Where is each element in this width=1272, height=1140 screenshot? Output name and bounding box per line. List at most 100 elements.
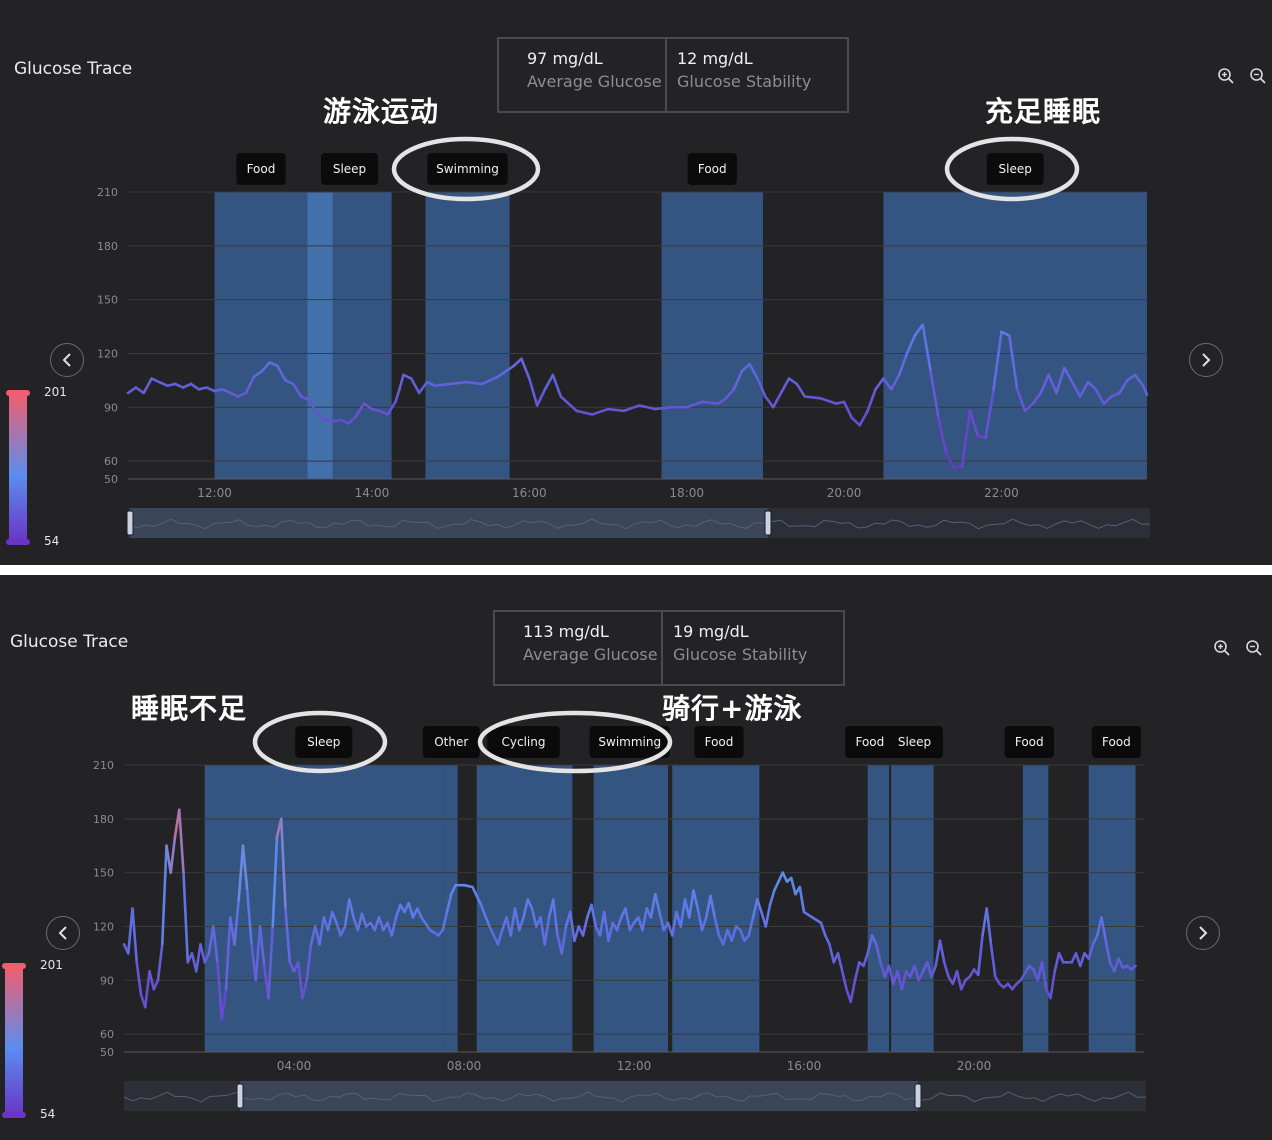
activity-band-food[interactable]	[867, 765, 889, 1052]
glucose-line-segment	[331, 418, 342, 423]
glucose-line-segment	[866, 388, 877, 413]
y-tick-label: 120	[93, 920, 114, 933]
glucose-line-segment	[449, 883, 457, 896]
next-button[interactable]	[1189, 343, 1223, 377]
glucose-stability-label: Glucose Stability	[677, 72, 812, 91]
activity-tag-food[interactable]: Food	[1004, 726, 1054, 758]
glucose-line-segment	[143, 969, 151, 1009]
svg-text:Swimming: Swimming	[598, 735, 661, 749]
glucose-line-segment	[828, 943, 836, 964]
glucose-line-segment	[874, 943, 882, 964]
glucose-line-segment	[233, 898, 241, 946]
svg-text:Sleep: Sleep	[999, 162, 1032, 176]
svg-text:Other: Other	[434, 735, 468, 749]
glucose-line-segment	[299, 395, 311, 402]
x-tick-label: 14:00	[355, 486, 390, 500]
glucose-line-segment	[213, 388, 224, 393]
activity-tag-swimming[interactable]: Swimming	[589, 726, 670, 758]
glucose-line-segment	[1019, 971, 1027, 982]
glucose-line-segment	[296, 961, 304, 1000]
activity-tag-food[interactable]: Food	[694, 726, 744, 758]
glucose-line-segment	[1100, 916, 1108, 943]
x-tick-label: 20:00	[827, 486, 862, 500]
activity-tag-sleep[interactable]: Sleep	[321, 153, 379, 185]
x-tick-label: 16:00	[512, 486, 547, 500]
glucose-line-segment	[415, 907, 423, 919]
glucose-line-segment	[653, 405, 673, 411]
glucose-line-segment	[573, 925, 581, 943]
activity-band-food[interactable]	[1022, 765, 1049, 1052]
glucose-line-segment	[417, 380, 429, 395]
activity-band-food[interactable]	[661, 192, 764, 479]
stats-box: 97 mg/dL Average Glucose 12 mg/dL Glucos…	[497, 37, 849, 113]
activity-tag-cycling[interactable]: Cycling	[487, 726, 560, 758]
glucose-stability-value: 19 mg/dL	[673, 622, 749, 641]
glucose-line-segment	[984, 388, 995, 440]
glucose-line-segment	[301, 978, 309, 1000]
glucose-line-segment	[1104, 939, 1112, 964]
next-button[interactable]	[1186, 916, 1220, 950]
prev-button[interactable]	[46, 916, 80, 950]
glucose-line-segment	[370, 407, 382, 413]
zoom-out-icon[interactable]	[1249, 67, 1267, 85]
y-tick-label: 90	[100, 974, 114, 987]
activity-tag-food[interactable]: Food	[236, 153, 286, 185]
glucose-line-segment	[862, 952, 870, 968]
overview-handle-left[interactable]	[236, 1083, 244, 1109]
glucose-line-segment	[670, 910, 678, 937]
activity-tag-food[interactable]: Food	[1091, 726, 1141, 758]
activity-tag-sleep[interactable]: Sleep	[295, 726, 353, 758]
glucose-line-segment	[169, 835, 177, 874]
glucose-line-segment	[258, 925, 266, 968]
glucose-line-segment	[942, 961, 950, 978]
glucose-line-segment	[858, 409, 869, 427]
activity-tag-food[interactable]: Food	[687, 153, 737, 185]
glucose-line-segment	[135, 961, 143, 996]
activity-band-sleep[interactable]	[891, 765, 934, 1052]
glucose-line-segment	[802, 910, 814, 919]
overview-selection[interactable]	[240, 1081, 918, 1111]
glucose-line-segment	[160, 844, 168, 946]
y-tick-label: 60	[100, 1028, 114, 1041]
glucose-line-segment	[945, 452, 956, 470]
glucose-line-segment	[1078, 380, 1090, 398]
prev-button[interactable]	[50, 343, 84, 377]
activity-tag-swimming[interactable]: Swimming	[427, 153, 508, 185]
glucose-line-segment	[913, 323, 925, 337]
glucose-line-segment	[512, 357, 523, 368]
color-scale-cap-bottom	[6, 539, 30, 545]
glucose-line-segment	[177, 808, 185, 874]
activity-tag-sleep[interactable]: Sleep	[886, 726, 943, 758]
glucose-line-segment	[905, 334, 917, 355]
activity-band-food[interactable]	[214, 192, 308, 479]
overview-handle-right[interactable]	[764, 510, 772, 536]
average-glucose-stat: 113 mg/dL Average Glucose	[523, 622, 683, 664]
svg-text:Food: Food	[247, 162, 276, 176]
glucose-line-segment	[513, 907, 521, 932]
x-tick-label: 20:00	[957, 1059, 992, 1073]
x-tick-label: 08:00	[447, 1059, 482, 1073]
annotation-insufficient-sleep: 睡眠不足	[131, 692, 248, 725]
zoom-out-icon[interactable]	[1245, 639, 1263, 657]
activity-band-swimming[interactable]	[425, 192, 510, 479]
glucose-line-segment	[874, 377, 885, 391]
zoom-in-icon[interactable]	[1217, 67, 1235, 85]
glucose-line-segment	[795, 382, 807, 398]
overview-selection[interactable]	[130, 508, 768, 538]
activity-band-food[interactable]	[1088, 765, 1136, 1052]
glucose-line-segment	[823, 934, 831, 946]
overview-handle-right[interactable]	[914, 1083, 922, 1109]
zoom-in-icon[interactable]	[1213, 639, 1231, 657]
glucose-line-segment	[917, 969, 925, 982]
activity-tag-other[interactable]: Other	[422, 726, 480, 758]
glucose-line-segment	[976, 434, 987, 440]
activity-tag-food[interactable]: Food	[845, 726, 895, 758]
overview-handle-left[interactable]	[126, 510, 134, 536]
activity-band-swimming[interactable]	[593, 765, 668, 1052]
activity-band-food[interactable]	[672, 765, 760, 1052]
svg-text:Food: Food	[855, 735, 884, 749]
activity-band-sleep[interactable]	[883, 192, 1147, 479]
activity-band-other[interactable]	[442, 765, 458, 1052]
activity-tag-sleep[interactable]: Sleep	[986, 153, 1044, 185]
y-tick-label: 180	[97, 240, 118, 253]
